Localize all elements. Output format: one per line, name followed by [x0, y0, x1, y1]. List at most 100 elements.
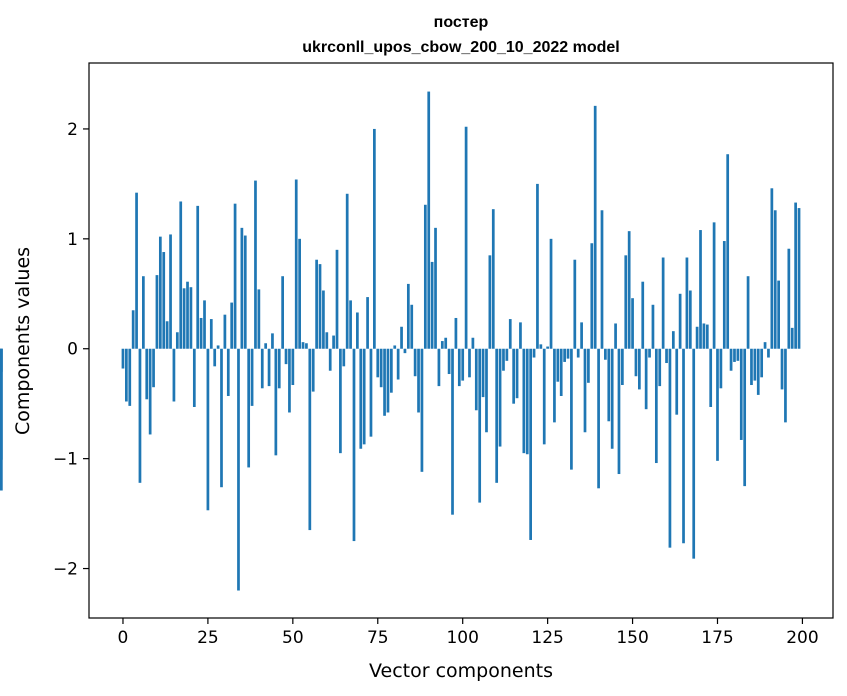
bar: [607, 348, 611, 422]
bar: [474, 348, 478, 411]
bar: [702, 323, 706, 349]
bar: [468, 348, 471, 378]
bar: [580, 322, 583, 349]
bar: [522, 348, 526, 454]
bar: [705, 324, 709, 349]
bar: [767, 348, 770, 358]
bar: [440, 341, 444, 349]
bar: [250, 348, 254, 406]
bar: [709, 348, 713, 407]
bar: [505, 348, 509, 361]
x-axis-ticks: 0 25 50 75 100 125 150 175 200: [118, 618, 819, 648]
bar: [230, 302, 234, 349]
bar: [349, 300, 352, 349]
bar: [403, 348, 407, 354]
bar: [654, 348, 658, 464]
bar: [576, 348, 580, 358]
bar: [335, 249, 339, 349]
bar: [739, 348, 743, 440]
bar: [692, 348, 696, 559]
bar: [417, 348, 420, 413]
bar: [573, 259, 577, 349]
bar: [206, 348, 210, 511]
bar: [566, 348, 570, 359]
bar: [437, 348, 441, 387]
bar: [182, 288, 186, 349]
bar: [621, 348, 624, 386]
bar: [542, 348, 546, 445]
bar: [675, 348, 679, 415]
y-tick-label: 2: [67, 120, 78, 140]
bar: [288, 348, 291, 413]
bar: [485, 348, 488, 433]
bar: [152, 348, 155, 388]
bar: [390, 348, 393, 393]
bar: [556, 348, 560, 382]
bar: [481, 348, 485, 398]
bar: [427, 91, 431, 349]
bar: [386, 348, 390, 413]
bar: [342, 348, 346, 367]
bar: [165, 321, 169, 349]
bar: [216, 345, 220, 349]
bar: [648, 348, 651, 358]
bar: [570, 348, 573, 470]
bar: [359, 348, 363, 449]
bar: [213, 348, 217, 367]
bar: [379, 348, 383, 388]
bar: [315, 259, 318, 349]
x-tick-label: 50: [282, 628, 304, 648]
bar: [529, 348, 532, 540]
bar: [495, 348, 499, 483]
bar: [209, 319, 213, 349]
bar: [756, 348, 760, 395]
bar: [325, 332, 329, 349]
bar: [699, 230, 702, 349]
bar: [651, 304, 655, 349]
x-tick-label: 150: [616, 628, 648, 648]
bar: [604, 348, 607, 360]
x-tick-label: 200: [786, 628, 818, 648]
bar: [257, 289, 261, 349]
bar: [281, 276, 284, 349]
bar: [743, 348, 747, 487]
bar: [454, 317, 458, 349]
bar: [366, 297, 369, 349]
bar: [311, 348, 315, 392]
bar: [508, 319, 512, 349]
bar: [369, 348, 373, 437]
bar: [444, 337, 448, 349]
bar: [145, 348, 149, 400]
bar: [753, 348, 757, 381]
bar: [733, 348, 736, 362]
bar: [790, 327, 794, 349]
bar: [729, 348, 733, 371]
bar: [553, 348, 556, 423]
bar: [135, 192, 138, 349]
bar: [430, 261, 434, 349]
bar: [158, 236, 162, 349]
bar: [536, 183, 539, 349]
bar: [471, 337, 475, 349]
x-tick-label: 25: [197, 628, 219, 648]
bar: [373, 128, 376, 349]
bar: [362, 348, 366, 445]
x-axis-label: Vector components: [369, 660, 553, 682]
bar: [186, 281, 189, 349]
bar: [240, 227, 244, 349]
bar: [532, 348, 536, 358]
x-tick-label: 175: [701, 628, 733, 648]
bar: [658, 348, 662, 387]
bar: [376, 348, 380, 378]
bar: [763, 342, 767, 349]
bar: [784, 348, 787, 423]
bar: [498, 348, 502, 447]
bar: [614, 323, 617, 349]
bar: [196, 205, 200, 349]
bar: [671, 331, 675, 349]
bar: [328, 348, 332, 371]
bar: [410, 304, 414, 349]
bar: [770, 188, 774, 349]
bar: [587, 348, 590, 383]
